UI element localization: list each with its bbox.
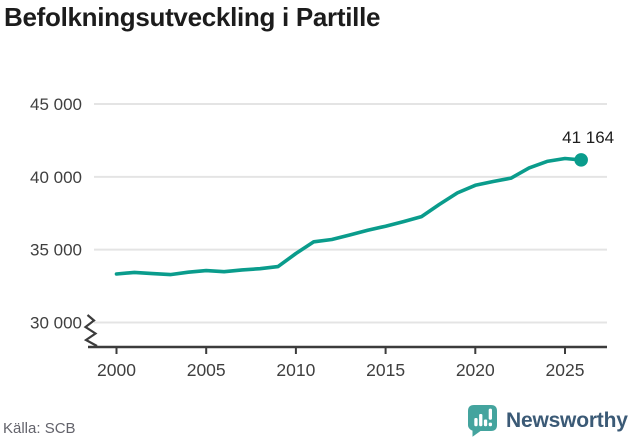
end-point-marker [574, 153, 588, 167]
population-line [114, 156, 583, 277]
chart-title: Befolkningsutveckling i Partille [4, 2, 381, 32]
y-axis-tick-label: 45 000 [30, 95, 82, 114]
x-axis-tick-label: 2000 [97, 360, 136, 380]
y-axis-tick-label: 40 000 [30, 168, 82, 187]
y-axis-tick-label: 35 000 [30, 241, 82, 260]
x-axis-tick-label: 2020 [456, 360, 495, 380]
axis-break-icon [83, 314, 98, 347]
x-axis-tick-label: 2015 [366, 360, 405, 380]
newsworthy-logo-icon [468, 404, 497, 437]
y-axis-tick-label: 30 000 [30, 314, 82, 333]
x-axis-tick-label: 2010 [276, 360, 315, 380]
source-note: Källa: SCB [3, 420, 76, 437]
brand-name: Newsworthy [506, 409, 628, 432]
x-axis-tick-label: 2005 [187, 360, 226, 380]
x-axis-tick-label: 2025 [546, 360, 585, 380]
newsworthy-branding[interactable]: Newsworthy [468, 404, 628, 438]
last-value-label: 41 164 [562, 128, 614, 147]
